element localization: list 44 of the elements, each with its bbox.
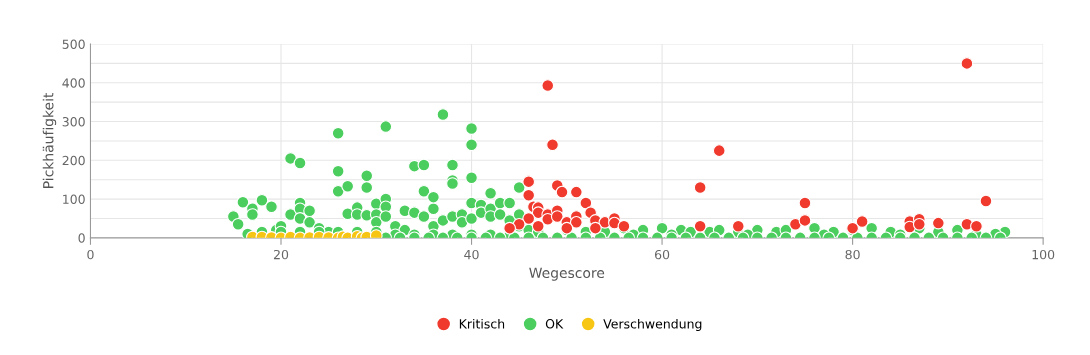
point [546,138,559,152]
point [789,217,802,231]
x-tick-label: 20 [273,249,289,260]
point [569,215,583,229]
point [855,215,869,228]
x-tick-label: 0 [87,249,94,260]
point [712,144,726,157]
x-tick-label: 80 [845,249,860,260]
y-tick-label: 100 [63,194,85,205]
point [731,219,745,233]
point [503,221,517,235]
y-tick-label: 0 [78,233,85,243]
y-axis-title: Pickhäufigkeit [42,92,57,188]
point [589,221,602,235]
point [555,185,569,199]
x-tick-label: 100 [1032,249,1055,260]
x-tick-label: 40 [464,249,479,260]
x-axis-title: Wegescore [529,267,605,281]
point [931,216,945,230]
y-tick-label: 400 [62,78,85,88]
y-tick-label: 200 [62,155,85,166]
point [522,212,536,225]
legend-label: Verschwendung [603,318,702,331]
y-tick-label: 500 [62,39,85,49]
point [522,188,536,202]
point [541,79,555,92]
point [522,175,536,189]
point [960,57,974,70]
point [608,216,621,230]
point [693,219,707,233]
point [979,194,993,208]
point [693,181,707,194]
point [531,219,545,233]
y-tick-label: 300 [62,117,85,127]
point [550,210,564,223]
point [798,196,812,210]
point [912,217,926,231]
point [970,219,983,233]
legend-label: OK [545,319,564,329]
point [579,196,593,210]
point [798,214,812,227]
legend-label: Kritisch [459,318,505,329]
x-tick-label: 60 [654,249,670,260]
point [569,185,583,199]
